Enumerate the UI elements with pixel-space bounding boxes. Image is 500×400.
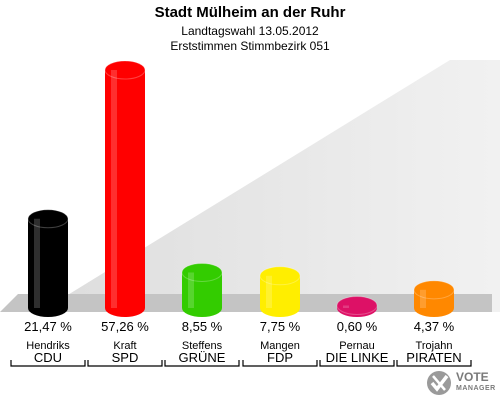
bar-highlight (343, 305, 349, 308)
category-bracket (242, 360, 318, 367)
category-bracket (319, 360, 395, 367)
bar-body (28, 218, 68, 308)
bar-bottom (260, 299, 300, 317)
bar (259, 266, 301, 317)
value-label: 0,60 % (337, 319, 378, 334)
bar-top (181, 262, 223, 282)
candidate-label: Pernau (339, 340, 374, 352)
bar (104, 60, 146, 317)
bar-highlight (111, 70, 117, 308)
bar-body (105, 70, 145, 308)
bar (181, 262, 223, 317)
candidate-label: Kraft (113, 340, 136, 352)
bars-group (27, 60, 455, 317)
category-bracket (10, 360, 86, 367)
bar-top (27, 209, 69, 229)
category-bracket (87, 360, 163, 367)
value-label: 57,26 % (101, 319, 149, 334)
value-label: 7,75 % (260, 319, 301, 334)
bar-highlight (188, 272, 194, 308)
logo-text-manager: MANAGER (456, 385, 496, 392)
bar-top (259, 266, 301, 286)
category-label: FDP (267, 350, 293, 365)
value-label: 8,55 % (182, 319, 223, 334)
bar-highlight (34, 218, 40, 308)
chart-subtitle-district: Erststimmen Stimmbezirk 051 (170, 39, 330, 53)
bar (27, 209, 69, 317)
category-bracket (164, 360, 240, 367)
chart-backdrop (0, 60, 500, 312)
category-label: DIE LINKE (326, 350, 389, 365)
candidate-label: Trojahn (416, 340, 453, 352)
category-label: SPD (112, 350, 139, 365)
category-label: PIRATEN (406, 350, 461, 365)
category-label: CDU (34, 350, 62, 365)
value-label: 4,37 % (414, 319, 455, 334)
bar (413, 280, 455, 317)
candidate-label: Mangen (260, 340, 300, 352)
value-label: 21,47 % (24, 319, 72, 334)
bar-bottom (182, 299, 222, 317)
logo-text-vote: VOTE (456, 370, 489, 384)
candidate-label: Hendriks (26, 340, 70, 352)
bar-bottom (414, 299, 454, 317)
bar-top (336, 296, 378, 316)
category-bracket (396, 360, 472, 367)
bar (336, 296, 378, 317)
chart-subtitle-election: Landtagswahl 13.05.2012 (181, 24, 319, 38)
bar-highlight (266, 275, 272, 308)
vote-manager-logo-icon (427, 371, 451, 395)
bar-bottom (28, 299, 68, 317)
category-label: GRÜNE (179, 350, 226, 365)
chart-title: Stadt Mülheim an der Ruhr (154, 4, 346, 21)
backdrop-wedge (0, 60, 500, 312)
bar-top (104, 60, 146, 80)
candidate-label: Steffens (182, 340, 223, 352)
bar-bottom (105, 299, 145, 317)
bar-top (413, 280, 455, 300)
bar-highlight (420, 289, 426, 308)
